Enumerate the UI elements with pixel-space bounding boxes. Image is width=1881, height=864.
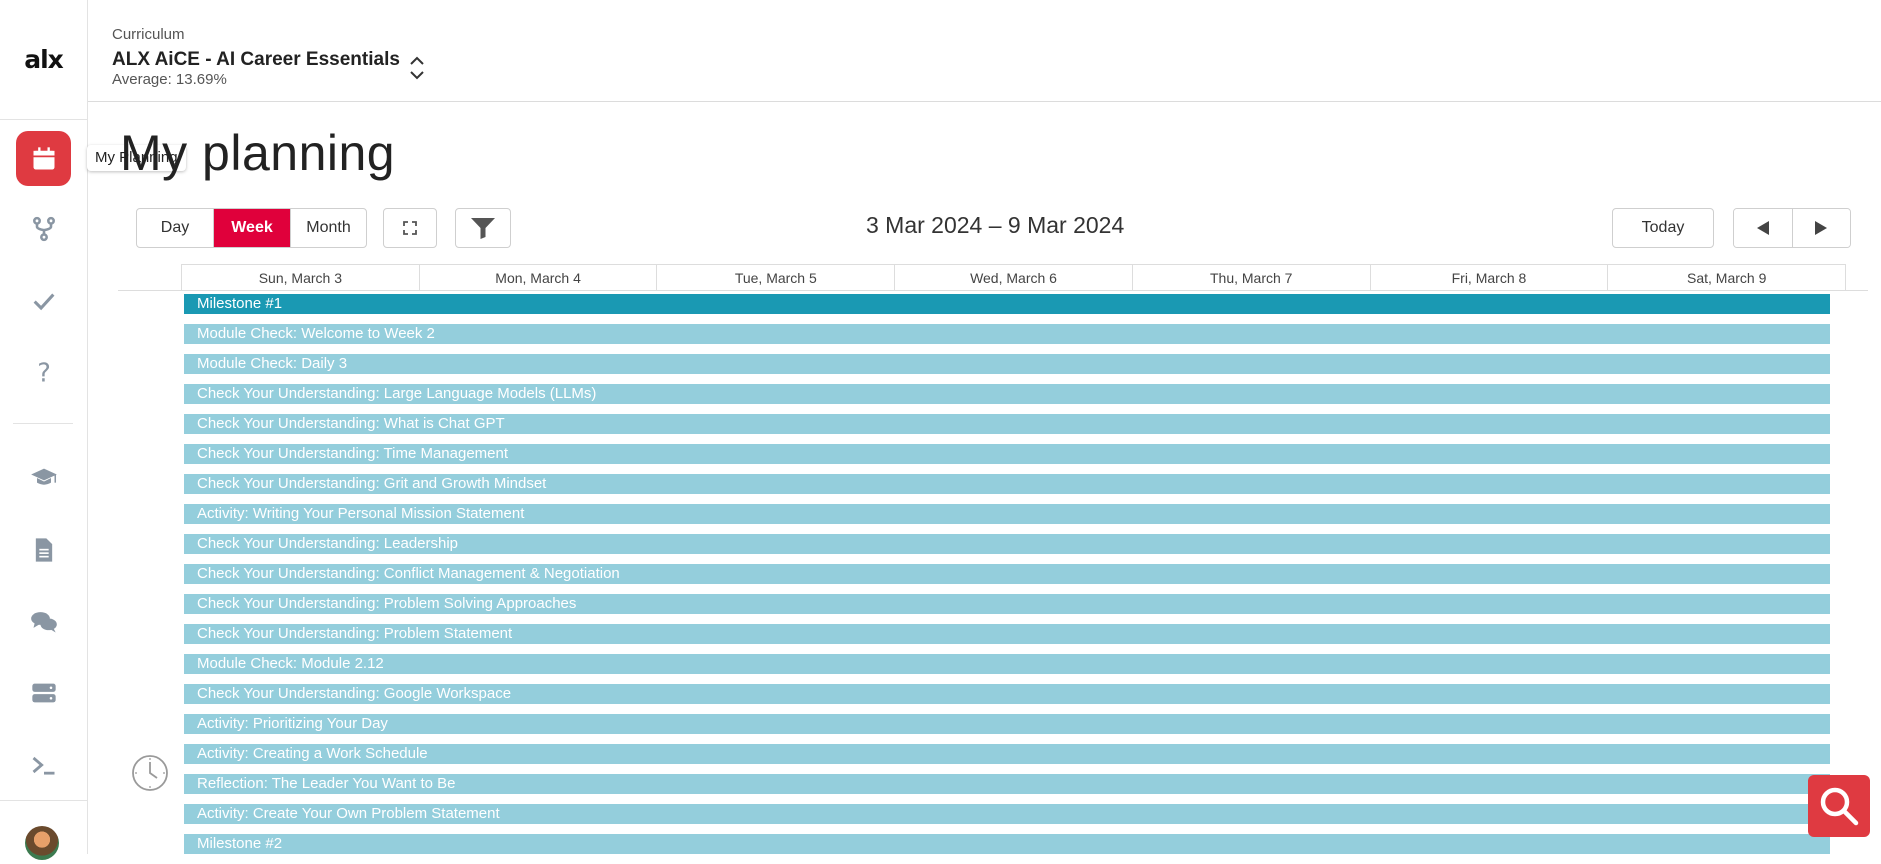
day-header-wed: Wed, March 6	[895, 265, 1133, 290]
terminal-icon	[32, 756, 54, 775]
sidebar-divider	[0, 119, 87, 120]
sidebar-divider	[13, 423, 73, 424]
calendar-event[interactable]: Reflection: The Leader You Want to Be	[184, 774, 1830, 794]
curriculum-name: ALX AiCE - AI Career Essentials	[112, 49, 400, 70]
chat-icon	[30, 611, 57, 632]
calendar-day-headers: Sun, March 3 Mon, March 4 Tue, March 5 W…	[181, 264, 1846, 290]
today-button[interactable]: Today	[1612, 208, 1714, 248]
alx-logo[interactable]: alx	[24, 45, 64, 74]
calendar-event[interactable]: Activity: Writing Your Personal Mission …	[184, 504, 1830, 524]
period-navigation	[1733, 208, 1851, 248]
sidebar-item-my-planning[interactable]	[16, 131, 71, 186]
calendar-event[interactable]: Module Check: Module 2.12	[184, 654, 1830, 674]
svg-text:?: ?	[37, 358, 51, 386]
triangle-right-icon	[1815, 221, 1828, 235]
sidebar-item-checks[interactable]	[16, 273, 71, 328]
sidebar-item-help[interactable]: ?	[16, 344, 71, 399]
calendar-event[interactable]: Check Your Understanding: Problem Statem…	[184, 624, 1830, 644]
fork-icon	[32, 216, 55, 241]
calendar-event-milestone[interactable]: Milestone #2	[184, 834, 1830, 854]
sidebar-divider	[0, 800, 87, 801]
filter-button[interactable]	[455, 208, 511, 248]
calendar-event[interactable]: Check Your Understanding: What is Chat G…	[184, 414, 1830, 434]
page-title: My planning	[120, 125, 396, 181]
calendar-event[interactable]: Activity: Creating a Work Schedule	[184, 744, 1830, 764]
calendar-event[interactable]: Check Your Understanding: Time Managemen…	[184, 444, 1830, 464]
day-header-tue: Tue, March 5	[657, 265, 896, 290]
calendar-event[interactable]: Check Your Understanding: Grit and Growt…	[184, 474, 1830, 494]
day-header-sun: Sun, March 3	[182, 265, 420, 290]
curriculum-switch-icon[interactable]	[407, 53, 427, 83]
search-icon	[1820, 787, 1859, 826]
sidebar-item-servers[interactable]	[16, 665, 71, 720]
view-week-button[interactable]: Week	[214, 209, 291, 247]
day-header-mon: Mon, March 4	[420, 265, 658, 290]
calendar-event[interactable]: Module Check: Daily 3	[184, 354, 1830, 374]
calendar-event[interactable]: Check Your Understanding: Google Workspa…	[184, 684, 1830, 704]
sidebar-item-sandboxes[interactable]	[16, 737, 71, 792]
calendar-event[interactable]: Check Your Understanding: Problem Solvin…	[184, 594, 1830, 614]
fullscreen-button[interactable]	[383, 208, 437, 248]
day-header-thu: Thu, March 7	[1133, 265, 1371, 290]
day-header-fri: Fri, March 8	[1371, 265, 1609, 290]
calendar-event[interactable]: Check Your Understanding: Conflict Manag…	[184, 564, 1830, 584]
sidebar-item-documents[interactable]	[16, 522, 71, 577]
my-planning-tooltip: My Planning	[87, 145, 186, 171]
server-icon	[31, 683, 56, 702]
view-month-button[interactable]: Month	[306, 219, 351, 236]
document-icon	[35, 537, 52, 562]
calendar-event[interactable]: Module Check: Welcome to Week 2	[184, 324, 1830, 344]
sidebar-item-courses[interactable]	[16, 450, 71, 505]
graduation-cap-icon	[30, 468, 57, 485]
fullscreen-icon	[403, 221, 417, 235]
view-switcher: Day Week Month	[136, 208, 367, 248]
user-avatar[interactable]	[25, 826, 59, 860]
check-icon	[33, 293, 54, 310]
previous-period-button[interactable]	[1734, 209, 1793, 247]
calendar-event-milestone[interactable]: Milestone #1	[184, 294, 1830, 314]
curriculum-average: Average: 13.69%	[112, 71, 227, 88]
filter-icon	[471, 218, 495, 239]
top-header: Curriculum ALX AiCE - AI Career Essentia…	[88, 0, 1881, 102]
question-icon: ?	[37, 358, 51, 386]
view-day-button[interactable]: Day	[137, 209, 214, 247]
date-range-title: 3 Mar 2024 – 9 Mar 2024	[866, 212, 1125, 238]
curriculum-label: Curriculum	[112, 26, 185, 43]
calendar-event[interactable]: Activity: Prioritizing Your Day	[184, 714, 1830, 734]
calendar-event[interactable]: Check Your Understanding: Leadership	[184, 534, 1830, 554]
day-header-sat: Sat, March 9	[1686, 270, 1767, 286]
sidebar: alx My Planning ?	[0, 0, 186, 860]
calendar-event[interactable]: Activity: Create Your Own Problem Statem…	[184, 804, 1830, 824]
search-button[interactable]	[1808, 775, 1870, 837]
calendar-events: Milestone #1 Module Check: Welcome to We…	[184, 294, 1830, 864]
sidebar-item-projects[interactable]	[16, 201, 71, 256]
calendar-icon	[33, 146, 54, 169]
sidebar-item-discussions[interactable]	[16, 594, 71, 649]
calendar-event[interactable]: Check Your Understanding: Large Language…	[184, 384, 1830, 404]
next-period-button[interactable]	[1792, 209, 1850, 247]
clock-icon	[132, 755, 168, 791]
calendar-header-divider	[118, 290, 1868, 291]
triangle-left-icon	[1756, 221, 1769, 235]
